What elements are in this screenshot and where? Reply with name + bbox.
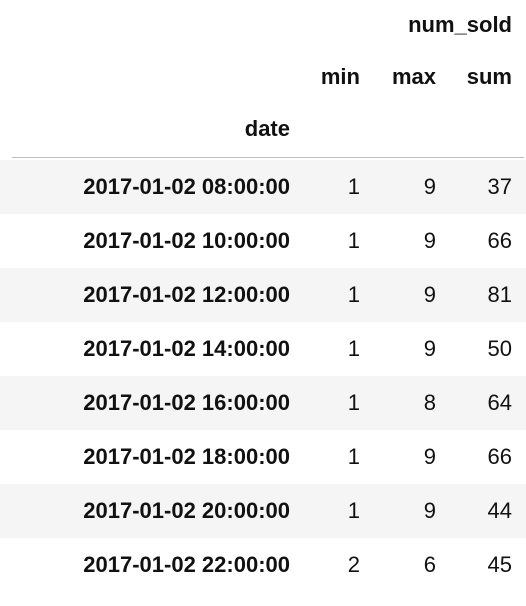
row-index-date: 2017-01-02 14:00:00 <box>83 336 290 361</box>
table-row: 2017-01-02 10:00:00 1 9 66 <box>0 214 526 268</box>
cell-sum: 50 <box>487 336 512 361</box>
header-row-columns: min max sum <box>0 52 526 104</box>
cell-min: 1 <box>347 444 360 469</box>
cell-max: 9 <box>423 228 436 253</box>
cell-sum: 37 <box>487 174 512 199</box>
cell-min: 1 <box>347 228 360 253</box>
cell-min: 1 <box>347 282 360 307</box>
cell-max: 9 <box>423 444 436 469</box>
dataframe-table: num_sold min max sum date 2017-01-02 08:… <box>0 0 526 577</box>
row-index-date: 2017-01-02 16:00:00 <box>83 390 290 415</box>
cell-max: 9 <box>423 174 436 199</box>
row-index-date: 2017-01-02 12:00:00 <box>83 282 290 307</box>
cell-max: 8 <box>423 390 436 415</box>
table-row: 2017-01-02 12:00:00 1 9 81 <box>0 268 526 322</box>
cell-max: 6 <box>423 552 436 577</box>
cell-sum: 81 <box>487 282 512 307</box>
cell-min: 1 <box>347 336 360 361</box>
column-group-header: num_sold <box>408 12 512 37</box>
row-index-date: 2017-01-02 22:00:00 <box>83 552 290 577</box>
cell-min: 1 <box>347 498 360 523</box>
cell-min: 2 <box>347 552 360 577</box>
row-index-date: 2017-01-02 18:00:00 <box>83 444 290 469</box>
column-header-min: min <box>320 64 360 89</box>
table-row: 2017-01-02 08:00:00 1 9 37 <box>0 160 526 214</box>
column-header-max: max <box>391 64 436 89</box>
cell-min: 1 <box>347 174 360 199</box>
cell-sum: 44 <box>487 498 512 523</box>
table-row: 2017-01-02 22:00:00 2 6 45 <box>0 538 526 592</box>
cell-min: 1 <box>347 390 360 415</box>
table-row: 2017-01-02 18:00:00 1 9 66 <box>0 430 526 484</box>
cell-max: 9 <box>423 282 436 307</box>
cell-sum: 64 <box>487 390 512 415</box>
cell-max: 9 <box>423 336 436 361</box>
row-index-date: 2017-01-02 10:00:00 <box>83 228 290 253</box>
table-row: 2017-01-02 14:00:00 1 9 50 <box>0 322 526 376</box>
cell-sum: 45 <box>487 552 512 577</box>
row-index-date: 2017-01-02 08:00:00 <box>83 174 290 199</box>
table-row: 2017-01-02 16:00:00 1 8 64 <box>0 376 526 430</box>
row-index-date: 2017-01-02 20:00:00 <box>83 498 290 523</box>
cell-sum: 66 <box>487 228 512 253</box>
column-header-sum: sum <box>466 64 512 89</box>
cell-max: 9 <box>423 498 436 523</box>
table-body: 2017-01-02 08:00:00 1 9 37 2017-01-02 10… <box>0 160 526 592</box>
header-row-group: num_sold <box>0 0 526 52</box>
index-name-header: date <box>244 116 290 141</box>
table-row: 2017-01-02 20:00:00 1 9 44 <box>0 484 526 538</box>
header-row-index: date <box>0 104 526 158</box>
cell-sum: 66 <box>487 444 512 469</box>
header-divider <box>12 157 524 158</box>
